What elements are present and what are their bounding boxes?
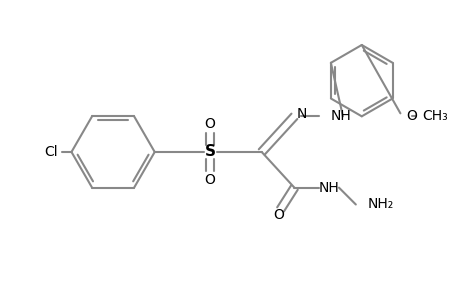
Text: CH₃: CH₃ bbox=[421, 109, 447, 123]
Text: O: O bbox=[204, 173, 215, 187]
Text: NH₂: NH₂ bbox=[367, 197, 393, 212]
Text: S: S bbox=[204, 145, 215, 160]
Text: NH: NH bbox=[330, 109, 351, 123]
Text: Cl: Cl bbox=[44, 145, 57, 159]
Text: O: O bbox=[273, 208, 283, 222]
Text: O: O bbox=[204, 117, 215, 131]
Text: O: O bbox=[405, 109, 416, 123]
Text: N: N bbox=[296, 107, 306, 121]
Text: NH: NH bbox=[318, 181, 339, 195]
